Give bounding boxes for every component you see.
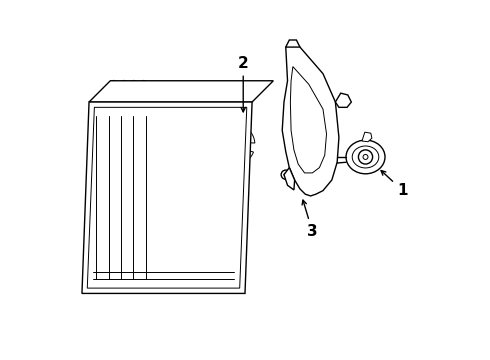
Polygon shape [362, 132, 372, 142]
Polygon shape [284, 168, 294, 190]
Polygon shape [282, 47, 339, 196]
Polygon shape [286, 40, 300, 53]
Text: 3: 3 [302, 200, 318, 239]
Polygon shape [82, 102, 252, 293]
Polygon shape [89, 81, 273, 102]
Polygon shape [291, 67, 326, 173]
Polygon shape [335, 93, 351, 107]
Text: 2: 2 [238, 55, 248, 112]
Text: 1: 1 [381, 171, 408, 198]
Circle shape [284, 173, 288, 176]
